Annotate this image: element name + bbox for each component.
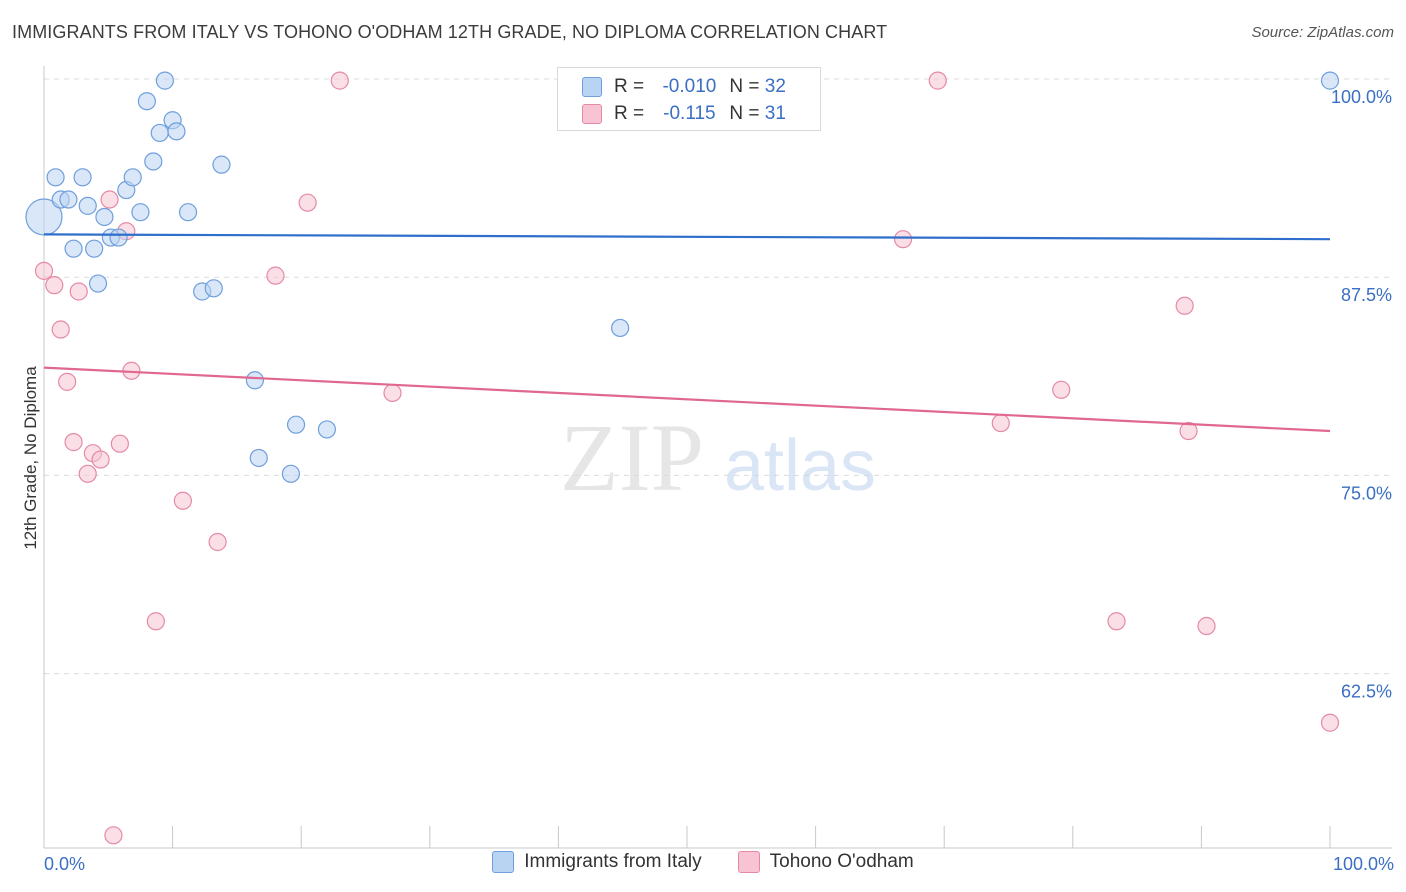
tohono-oodham-point [58,372,77,391]
legend-item-tohono: Tohono O'odham [737,851,914,873]
tohono-oodham-point [91,450,110,469]
trend-lines [43,233,1331,433]
italy-point [95,207,114,227]
italy-point [286,415,306,434]
italy-point [78,196,97,215]
legend-swatch-italy [492,851,515,873]
italy-trend-line [43,233,1331,241]
tohono-oodham-point [330,71,349,90]
stats-row-italy: R = -0.010 N = 32 [582,74,786,100]
y-tick-label: 100.0% [1331,87,1392,107]
y-tick-label: 87.5% [1341,285,1392,305]
chart-title: IMMIGRANTS FROM ITALY VS TOHONO O'ODHAM … [12,22,888,42]
stats-row-tohono: R = -0.115 N = 31 [582,101,786,127]
tohono-oodham-point [1320,713,1340,732]
tohono-oodham-point [1197,616,1216,636]
source-credit: Source: ZipAtlas.com [1251,24,1394,41]
tohono-oodham-point [383,383,402,403]
italy-point [131,203,150,222]
tohono-oodham-point [928,71,947,90]
r-value: -0.010 [662,76,717,97]
tohono-oodham-point [45,276,64,295]
tohono-oodham-point [1107,612,1126,631]
tohono-oodham-point [1052,380,1071,399]
y-tick-label: 75.0% [1341,483,1392,503]
tohono-oodham-point [51,320,70,339]
italy-point [245,371,265,390]
tohono-oodham-point [991,413,1010,433]
italy-point [611,318,630,338]
legend-item-italy: Immigrants from Italy [492,851,702,873]
legend-swatch-tohono [737,851,760,873]
italy-point [88,274,108,293]
x-tick-label-start: 0.0% [44,854,85,874]
legend-label-italy: Immigrants from Italy [524,851,702,872]
n-value: 32 [764,76,786,97]
tohono-oodham-point [34,261,54,280]
tohono-oodham-trend-line [43,366,1331,433]
tohono-oodham-point [298,193,317,212]
tohono-oodham-point [110,434,129,453]
tohono-oodham-point [69,282,88,301]
stats-legend: R = -0.010 N = 32 R = -0.115 N = 31 [557,67,821,131]
tohono-oodham-point [146,612,165,631]
tohono-oodham-point [266,266,285,285]
italy-point [46,168,65,187]
italy-point [59,190,78,209]
italy-point [281,464,301,483]
n-label: N = [729,103,760,124]
r-label: R = [614,76,645,97]
italy-point [144,152,163,171]
italy-point [150,123,169,143]
tohono-oodham-point [893,230,913,249]
tohono-oodham-point [104,826,123,845]
watermark-atlas: atlas [724,426,876,506]
y-tick-label: 62.5% [1341,682,1392,702]
italy-swatch [582,77,602,97]
italy-point [123,168,142,187]
italy-point [137,92,156,111]
italy-point [178,203,198,222]
italy-point [249,448,268,468]
tick-labels: 100.0% 87.5% 75.0% 62.5% 0.0% 100.0% [44,87,1394,874]
tohono-oodham-point [100,190,119,209]
watermark-zip: ZIP [560,404,704,511]
italy-point [167,122,186,141]
tohono-oodham-point [1179,421,1198,441]
tohono-swatch [582,104,602,124]
italy-point [317,420,337,439]
n-value: 31 [764,103,786,124]
x-tick-label-end: 100.0% [1333,854,1394,874]
series-legend: Immigrants from Italy Tohono O'odham [0,851,1406,873]
italy-point [85,239,104,258]
y-axis-label: 12th Grade, No Diploma [21,366,40,550]
italy-point [212,155,231,174]
axes [43,66,1392,849]
tohono-oodham-point [78,464,97,483]
r-label: R = [614,103,645,124]
tohono-oodham-point [1175,296,1194,315]
italy-point [155,71,174,90]
italy-point [204,279,223,298]
tohono-oodham-point [173,491,192,510]
legend-label-tohono: Tohono O'odham [769,851,914,872]
grid-lines [44,78,1392,675]
italy-point [64,239,83,258]
tohono-oodham-point [208,532,227,552]
italy-point [109,228,128,247]
italy-point [1320,71,1340,90]
italy-point [73,168,92,187]
n-label: N = [729,76,760,97]
r-value: -0.115 [663,103,716,124]
italy-points [25,71,1340,483]
tohono-oodham-point [64,433,83,452]
